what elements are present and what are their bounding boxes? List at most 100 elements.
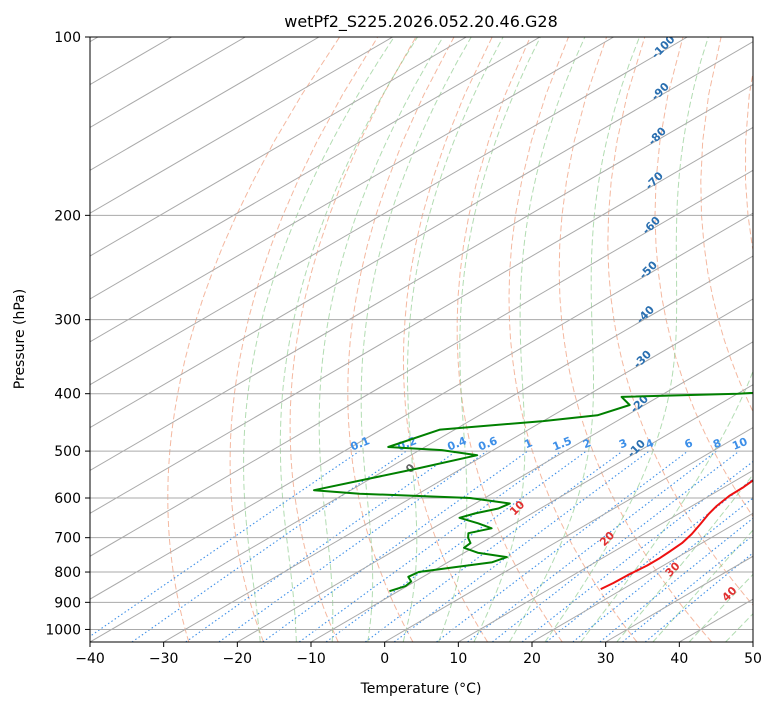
moist-adiabat-label: 40 [719,584,739,604]
x-tick-label: 0 [380,651,389,667]
moist-adiabat-line [438,37,541,642]
isotherm-line [458,469,753,642]
isotherm-line [90,37,320,171]
isotherm-line [531,512,753,642]
moist-adiabat-line [243,37,395,642]
moist-adiabat-label: 20 [597,529,617,549]
isotherm-line [605,555,753,642]
temperature-profile-line [600,479,753,591]
mixing-ratio-line [298,450,562,642]
mixing-ratio-label: 10 [730,435,749,453]
mixing-ratio-line [262,450,529,642]
dry-adiabat-line [347,37,455,642]
mixing-ratio-line [491,450,740,642]
plot-clip-group: -100-90-80-70-60-50-40-30-20-100.1 0.2 0.4… [90,37,775,642]
moist-adiabat-line [318,37,444,642]
x-tick-label: 20 [523,651,541,667]
isotherm-line [384,427,753,642]
moist-adiabat-line [725,613,753,642]
dry-adiabat-line [607,37,753,606]
isotherm-line [310,384,753,642]
isotherm-line [679,598,753,642]
x-tick-label: −10 [296,651,326,667]
mixing-ratio-line [90,450,360,638]
y-tick-label: 100 [54,30,81,46]
moist-adiabat-line [279,37,418,642]
y-tick-label: 600 [54,491,81,507]
moist-adiabat-label: 30 [663,559,683,579]
isotherm-line [90,37,688,386]
isotherm-line [90,37,541,300]
mixing-ratio-label: 1 [522,436,534,451]
moist-adiabat-line [360,37,472,642]
mixing-ratio-label: 8 [711,436,723,451]
dry-adiabat-line [654,37,753,518]
moist-adiabat-line [652,529,753,642]
x-tick-label: 40 [670,651,688,667]
mixing-ratio-line [131,450,407,642]
mixing-ratio-label: 3 [617,436,629,451]
dry-adiabat-line [456,37,563,642]
moist-adiabat-line [616,473,753,642]
isotherm-line [163,298,753,642]
dry-adiabat-line [402,37,493,642]
mixing-ratio-line [436,450,689,642]
isotherm-line [90,37,614,343]
mixing-ratio-line [644,552,753,642]
mixing-ratio-label: 4 [644,436,656,451]
mixing-ratio-line [599,517,753,642]
moist-adiabat-line [473,37,586,642]
mixing-ratio-line [325,450,587,642]
y-tick-label: 300 [54,313,81,329]
y-tick-label: 1000 [45,622,81,638]
y-tick-label: 900 [54,595,81,611]
x-tick-label: 30 [597,651,615,667]
moist-adiabat-line [544,37,709,642]
y-tick-label: 200 [54,208,81,224]
moist-adiabat-label: 10 [507,498,527,518]
dry-adiabat-line [289,37,417,642]
mixing-ratio-label: 2 [581,436,593,451]
x-tick-label: 10 [449,651,467,667]
mixing-ratio-label: 6 [683,436,695,451]
moist-adiabat-line [402,37,504,642]
y-tick-label: 800 [54,565,81,581]
isotherm-line [90,126,753,514]
y-tick-label: 700 [54,531,81,547]
moist-adiabat-line [688,573,753,642]
isotherm-line [90,255,753,642]
plot-frame [89,36,754,643]
mixing-ratio-line [185,450,457,642]
dry-adiabat-line [167,37,341,642]
x-axis-title: Temperature (°C) [360,681,482,697]
mixing-ratio-line [393,450,650,642]
isotherm-line [90,37,467,257]
isotherm-line [90,41,753,429]
y-axis-title: Pressure (hPa) [12,289,28,389]
isotherm-line [237,341,753,642]
isotherm-line [90,83,753,472]
plot-area: -100-90-80-70-60-50-40-30-20-100.1 0.2 0.4… [90,37,775,642]
x-tick-label: −20 [223,651,253,667]
dry-adiabat-line [744,70,753,253]
isotherm-line [90,37,393,214]
x-tick-label: −40 [75,651,105,667]
moist-adiabat-line [508,37,640,642]
isotherm-line [752,641,753,642]
dewpoint-profile-line [313,391,753,593]
isotherm-line [90,37,246,128]
mixing-ratio-line [572,497,753,642]
y-tick-label: 400 [54,387,81,403]
isotherm-line [90,212,753,600]
axes: −40 −30 −20 −10 0 10 20 30 40 50 100 200 300 400 500 60… [45,30,762,667]
chart-title: wetPf2_S225.2026.052.20.46.G28 [284,12,558,32]
x-tick-label: −30 [149,651,179,667]
mixing-ratio-label: 13 [758,435,775,453]
dry-adiabat-line [229,37,379,642]
mixing-ratio-line [622,534,753,642]
mixing-ratio-line [364,450,623,642]
dry-adiabat-line [508,37,638,642]
mixing-ratio-line [218,450,488,642]
x-tick-label: 50 [744,651,762,667]
